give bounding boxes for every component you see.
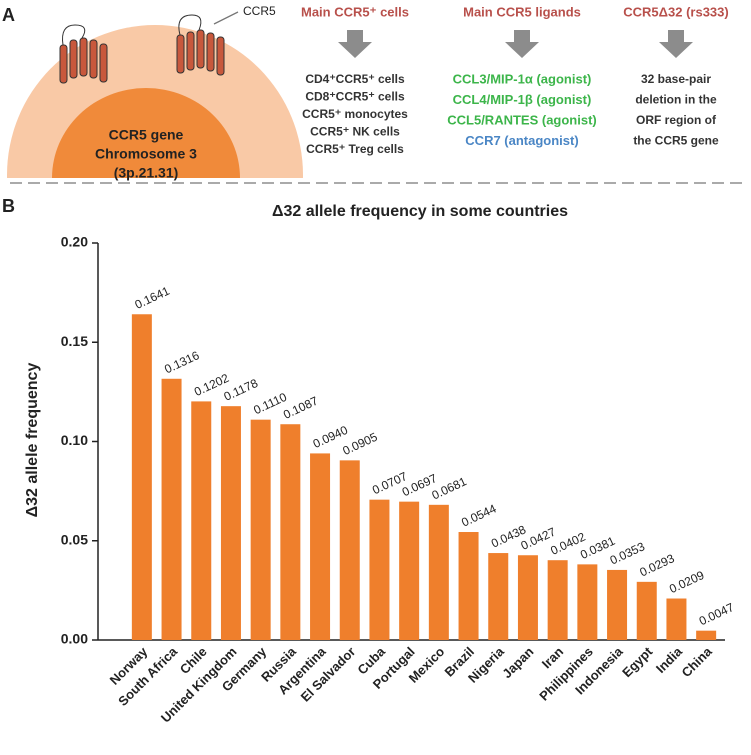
y-tick-label: 0.15 bbox=[61, 333, 88, 349]
bar bbox=[607, 569, 628, 640]
column-line: CCL3/MIP-1α (agonist) bbox=[453, 71, 592, 86]
bar bbox=[696, 630, 717, 640]
bar bbox=[547, 560, 568, 640]
x-tick-label: Japan bbox=[499, 644, 536, 681]
bar bbox=[220, 406, 241, 640]
bar bbox=[517, 555, 538, 640]
bar bbox=[666, 598, 687, 640]
column-line: CCR5⁺ monocytes bbox=[302, 107, 408, 121]
column-line: CCL4/MIP-1β (agonist) bbox=[453, 92, 592, 107]
nucleus-text: CCR5 gene bbox=[109, 127, 184, 143]
value-label: 0.0293 bbox=[637, 551, 676, 579]
column-line: 32 base-pair bbox=[641, 72, 711, 86]
value-label: 0.1087 bbox=[281, 393, 320, 421]
column-heading: Main CCR5 ligands bbox=[463, 4, 581, 19]
bar bbox=[369, 499, 390, 640]
bar bbox=[250, 419, 271, 640]
bar bbox=[577, 564, 598, 640]
column-line: CCR7 (antagonist) bbox=[465, 133, 578, 148]
y-axis-label: Δ32 allele frequency bbox=[24, 363, 41, 518]
column-line: deletion in the bbox=[635, 93, 717, 107]
column-line: CCR5⁺ Treg cells bbox=[306, 142, 404, 156]
y-tick-label: 0.00 bbox=[61, 631, 88, 647]
receptors bbox=[59, 14, 225, 84]
pointer-arrow bbox=[213, 11, 239, 25]
column-line: CD4⁺CCR5⁺ cells bbox=[305, 72, 405, 86]
bar bbox=[280, 424, 301, 640]
column-line: CCL5/RANTES (agonist) bbox=[447, 112, 597, 127]
y-tick-label: 0.10 bbox=[61, 432, 88, 448]
value-label: 0.1316 bbox=[162, 348, 201, 376]
panel-label: A bbox=[2, 5, 15, 25]
column-line: CD8⁺CCR5⁺ cells bbox=[305, 90, 405, 104]
x-tick-label: Egypt bbox=[619, 643, 656, 680]
bar bbox=[310, 453, 331, 640]
down-arrow bbox=[505, 30, 539, 58]
bar bbox=[339, 460, 360, 640]
bar bbox=[161, 378, 182, 640]
y-tick-label: 0.20 bbox=[61, 234, 88, 250]
chart-title: Δ32 allele frequency in some countries bbox=[272, 203, 568, 220]
nucleus-text: (3p.21.31) bbox=[114, 165, 179, 181]
bar bbox=[191, 401, 212, 640]
column-line: ORF region of bbox=[636, 113, 717, 127]
bar bbox=[131, 314, 152, 640]
value-label: 0.0047 bbox=[697, 600, 736, 628]
column-heading: CCR5Δ32 (rs333) bbox=[623, 4, 728, 19]
value-label: 0.0544 bbox=[459, 501, 498, 529]
receptor-label: CCR5 bbox=[243, 4, 276, 18]
down-arrow bbox=[338, 30, 372, 58]
bar bbox=[458, 532, 479, 640]
bar bbox=[488, 553, 509, 640]
column-heading: Main CCR5⁺ cells bbox=[301, 4, 409, 19]
value-label: 0.0209 bbox=[667, 568, 706, 596]
x-tick-label: China bbox=[679, 643, 716, 680]
column-line: the CCR5 gene bbox=[633, 134, 719, 148]
bar bbox=[636, 581, 657, 640]
panel-a-columns: Main CCR5⁺ cells CD4⁺CCR5⁺ cells CD8⁺CCR5⁺… bbox=[301, 4, 729, 156]
panel-label: B bbox=[2, 196, 15, 216]
y-tick-label: 0.05 bbox=[61, 531, 88, 547]
bar-chart: 0.000.050.100.150.200.1641Norway0.1316So… bbox=[61, 234, 737, 726]
column-line: CCR5⁺ NK cells bbox=[310, 125, 400, 139]
nucleus-text: Chromosome 3 bbox=[95, 146, 197, 162]
bar bbox=[428, 504, 449, 640]
down-arrow bbox=[659, 30, 693, 58]
bar bbox=[399, 501, 420, 640]
value-label: 0.1641 bbox=[133, 284, 172, 312]
